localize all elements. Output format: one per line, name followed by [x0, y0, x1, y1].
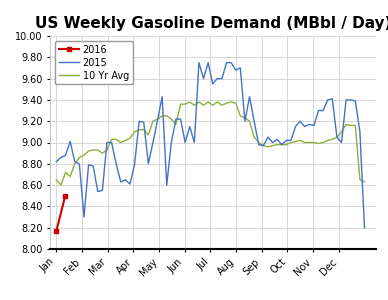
- 2015: [362, 226, 367, 230]
- 10 Yr Avg: [270, 144, 275, 148]
- 10 Yr Avg: [339, 130, 344, 134]
- 2015: [238, 66, 242, 70]
- 2015: [123, 178, 128, 181]
- 10 Yr Avg: [344, 123, 348, 126]
- 2015: [54, 160, 59, 164]
- 2015: [183, 141, 187, 144]
- 10 Yr Avg: [59, 183, 63, 187]
- 10 Yr Avg: [334, 135, 339, 139]
- 2015: [234, 68, 238, 72]
- 10 Yr Avg: [187, 100, 192, 104]
- 2015: [334, 135, 339, 139]
- Legend: 2016, 2015, 10 Yr Avg: 2016, 2015, 10 Yr Avg: [55, 41, 133, 85]
- 10 Yr Avg: [54, 178, 59, 181]
- 10 Yr Avg: [284, 143, 289, 146]
- 10 Yr Avg: [362, 180, 367, 184]
- Line: 2016: 2016: [55, 194, 67, 232]
- Title: US Weekly Gasoline Demand (MBbl / Day): US Weekly Gasoline Demand (MBbl / Day): [35, 16, 388, 31]
- 2015: [128, 182, 132, 186]
- 2016: [63, 194, 68, 197]
- Line: 2015: 2015: [56, 63, 364, 228]
- 2016: [54, 229, 59, 233]
- 10 Yr Avg: [307, 141, 312, 144]
- Line: 10 Yr Avg: 10 Yr Avg: [56, 102, 364, 185]
- 2015: [197, 61, 201, 64]
